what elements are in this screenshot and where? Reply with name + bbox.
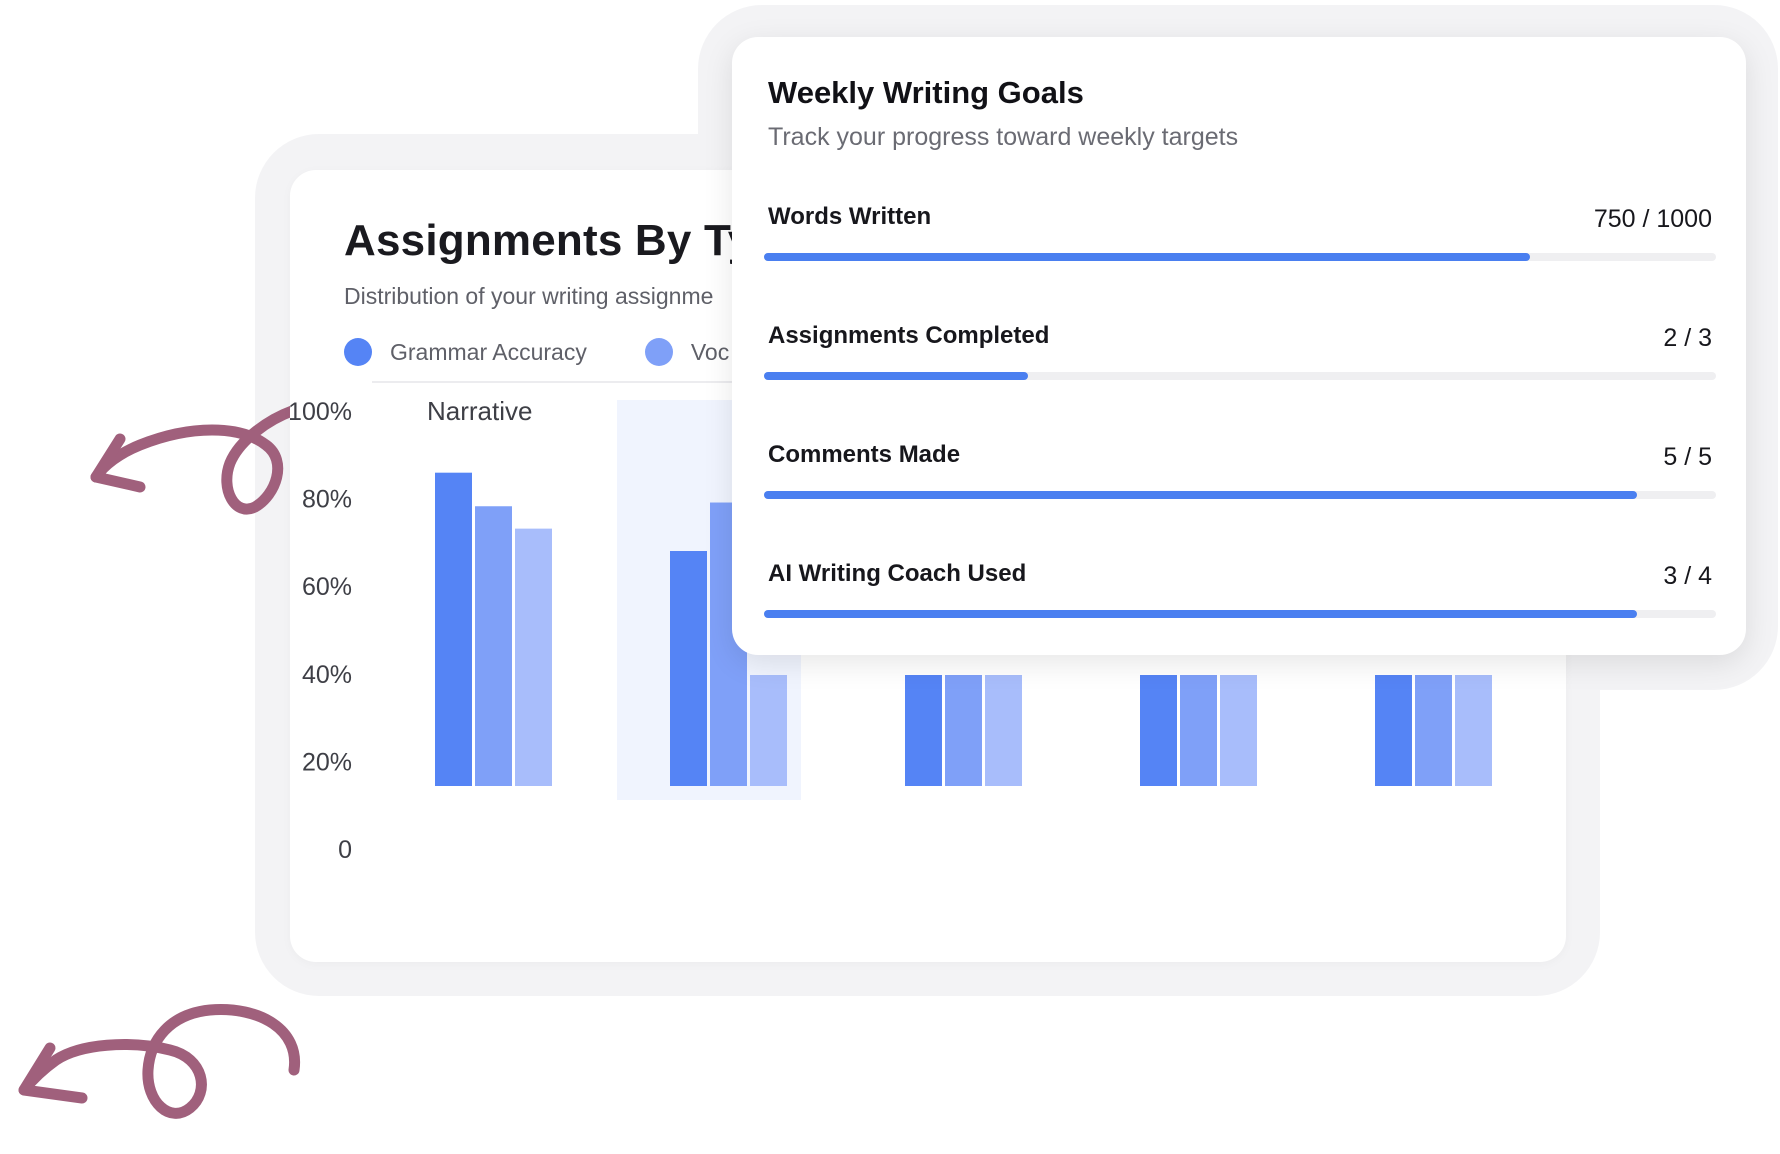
goal-value: 2 / 3 bbox=[1663, 324, 1712, 352]
chart-bar bbox=[1180, 675, 1217, 786]
chart-bar bbox=[945, 675, 982, 786]
y-tick-label: 0 bbox=[338, 836, 352, 864]
goal-words-written: Words Written 750 / 1000 bbox=[764, 203, 1716, 273]
y-tick-label: 100% bbox=[290, 398, 352, 426]
goal-assignments-completed: Assignments Completed 2 / 3 bbox=[764, 322, 1716, 392]
legend-dot-grammar bbox=[344, 338, 372, 366]
x-category-label: Narrative bbox=[427, 396, 532, 426]
chart-bar bbox=[1375, 675, 1412, 786]
squiggle-arrow-bottom-icon bbox=[18, 1004, 301, 1119]
goal-progress-track bbox=[764, 491, 1716, 499]
goal-label: AI Writing Coach Used bbox=[768, 560, 1027, 587]
goal-value: 3 / 4 bbox=[1663, 562, 1712, 590]
legend-dot-vocabulary bbox=[644, 338, 673, 366]
legend-item-vocabulary[interactable]: Voc bbox=[644, 338, 730, 366]
chart-legend: Grammar Accuracy Voc bbox=[344, 338, 787, 366]
goal-progress-fill bbox=[764, 610, 1637, 618]
goal-progress-fill bbox=[764, 491, 1637, 499]
chart-bar bbox=[515, 528, 552, 786]
goal-progress-track bbox=[764, 253, 1716, 261]
goals-subtitle: Track your progress toward weekly target… bbox=[768, 123, 1239, 151]
goal-value: 750 / 1000 bbox=[1593, 205, 1712, 233]
goal-ai-writing-coach: AI Writing Coach Used 3 / 4 bbox=[764, 560, 1716, 630]
y-tick-label: 60% bbox=[302, 573, 352, 601]
weekly-goals-card: Weekly Writing Goals Track your progress… bbox=[732, 37, 1746, 655]
legend-label-grammar: Grammar Accuracy bbox=[390, 338, 587, 365]
legend-item-grammar[interactable]: Grammar Accuracy bbox=[344, 338, 587, 366]
goal-label: Words Written bbox=[768, 203, 932, 230]
chart-bar bbox=[435, 472, 472, 786]
chart-bar bbox=[670, 551, 707, 786]
squiggle-arrow-top-icon bbox=[90, 405, 298, 515]
goal-label: Comments Made bbox=[768, 441, 961, 468]
goal-comments-made: Comments Made 5 / 5 bbox=[764, 441, 1716, 511]
goal-label: Assignments Completed bbox=[768, 322, 1050, 349]
goal-progress-fill bbox=[764, 372, 1028, 380]
assignments-subtitle: Distribution of your writing assignme bbox=[344, 283, 714, 309]
chart-bar bbox=[750, 675, 787, 786]
goal-progress-fill bbox=[764, 253, 1531, 261]
goal-value: 5 / 5 bbox=[1663, 443, 1712, 471]
chart-bar bbox=[475, 506, 512, 786]
chart-bar bbox=[1455, 675, 1492, 786]
legend-label-vocabulary: Voc bbox=[690, 338, 730, 365]
chart-bar bbox=[1140, 675, 1177, 786]
chart-bar bbox=[1220, 675, 1257, 786]
y-tick-label: 40% bbox=[302, 661, 352, 689]
chart-bar bbox=[905, 675, 942, 786]
chart-bar bbox=[1415, 675, 1452, 786]
goal-progress-track bbox=[764, 610, 1716, 618]
y-tick-label: 20% bbox=[302, 748, 352, 776]
assignments-title: Assignments By Ty bbox=[344, 216, 753, 265]
y-tick-label: 80% bbox=[302, 486, 352, 514]
goal-progress-track bbox=[764, 372, 1716, 380]
goals-title: Weekly Writing Goals bbox=[768, 75, 1084, 110]
chart-bar bbox=[985, 675, 1022, 786]
